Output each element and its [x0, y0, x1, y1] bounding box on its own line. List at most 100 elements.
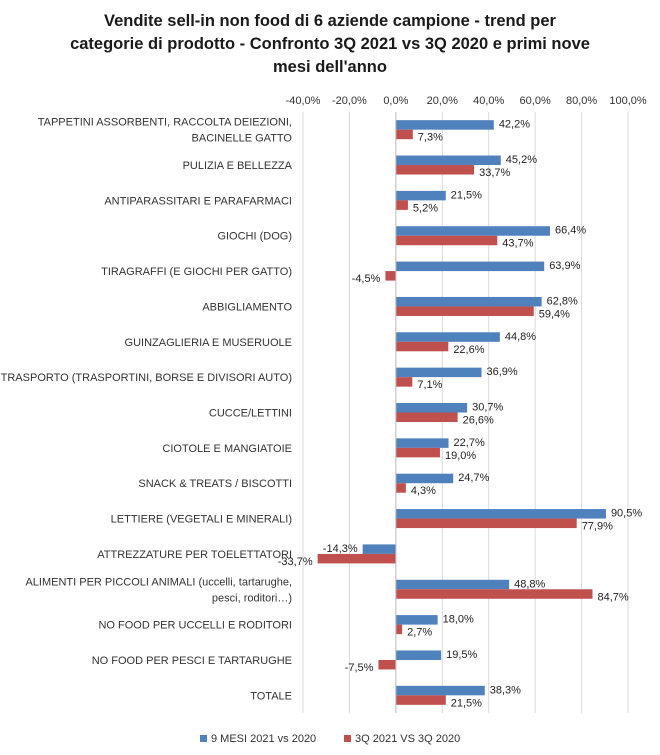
legend-swatch [200, 735, 207, 742]
category-label: NO FOOD PER UCCELLI E RODITORI [98, 620, 292, 632]
data-label: 21,5% [451, 189, 482, 201]
legend-swatch [344, 735, 351, 742]
category-label: GIOCHI (DOG) [217, 231, 292, 243]
category-label: NO FOOD PER PESCI E TARTARUGHE [92, 655, 292, 667]
data-label: 7,3% [418, 132, 443, 144]
bar-3q [395, 589, 593, 599]
data-label: 30,7% [472, 402, 503, 414]
category-label: TIRAGRAFFI (E GIOCHI PER GATTO) [101, 266, 292, 278]
bar-9-mesi [395, 261, 545, 272]
data-label: 18,0% [443, 614, 474, 626]
bar-3q [378, 659, 396, 670]
category-label: GUINZAGLIERIA E MUSERUOLE [125, 337, 292, 349]
data-label: 66,4% [555, 225, 586, 237]
bar-3q [385, 271, 396, 281]
chart-title: Vendite sell-in non food di 6 aziende ca… [20, 10, 640, 79]
bar-9-mesi [395, 120, 494, 130]
category-label: TRASPORTO (TRASPORTINI, BORSE E DIVISORI… [1, 372, 292, 384]
bar-3q [395, 306, 534, 316]
bar-3q [395, 165, 475, 175]
chart-title-line-2: categorie di prodotto - Confronto 3Q 202… [70, 35, 590, 53]
data-label: 21,5% [451, 697, 482, 709]
category-label: ATTREZZATURE PER TOELETTATORI [97, 549, 292, 561]
data-label: -7,5% [345, 662, 374, 674]
category-labels: TAPPETINI ASSORBENTI, RACCOLTA DEIEZIONI… [1, 117, 293, 703]
bar-3q [395, 235, 498, 246]
data-label: 22,7% [454, 437, 485, 449]
bar-3q [395, 695, 446, 705]
x-tick-label: 20,0% [427, 95, 458, 107]
category-label: SNACK & TREATS / BISCOTTI [138, 478, 292, 490]
bar-3q [395, 412, 458, 422]
data-label: 43,7% [502, 238, 533, 250]
bar-9-mesi [395, 579, 510, 590]
category-label: BACINELLE GATTO [192, 133, 293, 145]
bar-9-mesi [395, 650, 442, 660]
data-label: 19,0% [445, 450, 476, 462]
bar-9-mesi [395, 332, 500, 342]
x-tick-label: 60,0% [520, 95, 551, 107]
category-label: ALIMENTI PER PICCOLI ANIMALI (uccelli, t… [25, 576, 292, 588]
x-tick-label: -40,0% [286, 95, 321, 107]
bar-3q [395, 624, 403, 635]
data-label: 24,7% [458, 472, 489, 484]
category-label: pesci, roditori…) [212, 592, 292, 604]
data-label: 22,6% [453, 344, 484, 356]
data-label: 36,9% [487, 366, 518, 378]
bar-9-mesi [395, 296, 542, 307]
bar-3q [395, 200, 408, 210]
bar-3q [395, 341, 449, 352]
data-label: 4,3% [411, 485, 436, 497]
data-label: -14,3% [323, 543, 358, 555]
x-tick-label: 0,0% [383, 95, 408, 107]
category-label: TAPPETINI ASSORBENTI, RACCOLTA DEIEZIONI… [38, 117, 292, 129]
bar-3q [395, 447, 440, 458]
data-label: 48,8% [514, 578, 545, 590]
category-label: PULIZIA E BELLEZZA [183, 160, 293, 172]
data-label: 77,9% [582, 521, 613, 533]
bar-9-mesi [395, 685, 485, 696]
bar-9-mesi [395, 367, 482, 378]
bar-3q [395, 518, 577, 529]
category-label: ANTIPARASSITARI E PARAFARMACI [104, 195, 292, 207]
bar-9-mesi [395, 155, 501, 166]
legend-label: 9 MESI 2021 vs 2020 [211, 733, 316, 745]
data-label: 2,7% [407, 627, 432, 639]
legend: 9 MESI 2021 vs 2020 3Q 2021 VS 3Q 2020 [200, 733, 460, 745]
data-label: 26,6% [463, 415, 494, 427]
bar-9-mesi [395, 509, 606, 519]
bar-9-mesi [395, 403, 468, 413]
category-label: CUCCE/LETTINI [209, 408, 292, 420]
data-label: 38,3% [490, 684, 521, 696]
data-label: 19,5% [446, 649, 477, 661]
data-label: 90,5% [611, 508, 642, 520]
x-tick-label: -20,0% [332, 95, 367, 107]
bar-9-mesi [395, 438, 449, 448]
x-axis-ticks: -40,0% -20,0% 0,0% 20,0% 40,0% 60,0% 80,0% 100,… [286, 95, 647, 107]
data-labels: 42,2% 7,3% 45,2%33,7% 21,5% 5,2% 66,4% 43,7% 63… [278, 119, 643, 710]
bars [317, 120, 606, 705]
data-label: 62,8% [547, 295, 578, 307]
chart-title-line-3: mesi dell'anno [273, 58, 387, 76]
data-label: 42,2% [499, 119, 530, 131]
legend-label: 3Q 2021 VS 3Q 2020 [355, 733, 460, 745]
data-label: 63,9% [549, 260, 580, 272]
bar-3q [395, 377, 413, 387]
chart-title-line-1: Vendite sell-in non food di 6 aziende ca… [104, 12, 556, 30]
bar-9-mesi [395, 615, 438, 625]
data-label: 7,1% [417, 379, 442, 391]
category-label: LETTIERE (VEGETALI E MINERALI) [111, 514, 292, 526]
bar-9-mesi [362, 544, 396, 554]
bar-9-mesi [395, 226, 550, 236]
x-tick-label: 80,0% [566, 95, 597, 107]
data-label: 33,7% [479, 167, 510, 179]
bar-9-mesi [395, 190, 446, 201]
category-label: ABBIGLIAMENTO [202, 301, 292, 313]
bar-3q [395, 129, 413, 140]
data-label: -4,5% [352, 273, 381, 285]
data-label: 84,7% [597, 591, 628, 603]
data-label: 59,4% [539, 308, 570, 320]
category-label: CIOTOLE E MANGIATOIE [162, 443, 292, 455]
bar-9-mesi [395, 473, 454, 484]
